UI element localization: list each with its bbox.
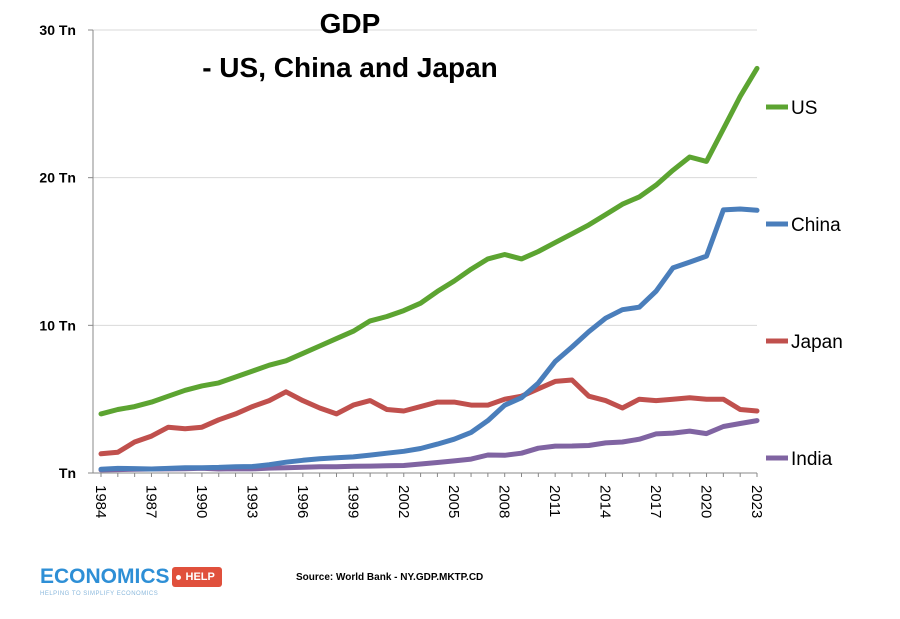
economics-help-logo[interactable]: ECONOMICS HELP HELPING TO SIMPLIFY ECONOM… [40,565,222,597]
logo-word: ECONOMICS [40,565,170,588]
x-tick-label: 2014 [597,485,614,518]
x-tick-label: 1999 [344,485,361,518]
series-line-japan [98,377,760,457]
y-tick-label: 30 Tn [39,22,76,38]
x-tick-label: 2008 [496,485,513,518]
chart-title: GDP - US, China and Japan [150,2,550,90]
x-tick-label: 2023 [748,485,765,518]
legend: US China Japan India [766,98,843,470]
series-line-china [98,206,760,472]
source-note: Source: World Bank - NY.GDP.MKTP.CD [296,572,484,583]
legend-label-us: US [791,98,817,119]
logo-tag: HELP [171,567,222,587]
x-tick-label: 2017 [647,485,664,518]
y-tick-label: 10 Tn [39,317,76,333]
chart-title-line2: - US, China and Japan [202,52,498,83]
y-gridlines [93,29,757,326]
x-tick-label: 1990 [193,485,210,518]
x-tick-label: 2011 [546,485,563,517]
chart-title-line1: GDP [319,8,381,39]
x-axis-ticks: 1984 1987 1990 1993 1996 1999 2002 2005 2008 2011… [92,473,765,518]
x-tick-label: 1996 [294,485,311,518]
y-axis-ticks: Tn 10 Tn 20 Tn 30 Tn [39,22,93,481]
legend-label-china: China [791,215,841,236]
series-line-us [98,65,760,417]
x-tick-label: 1993 [243,485,260,518]
x-tick-label: 2005 [445,485,462,518]
logo-tagline: HELPING TO SIMPLIFY ECONOMICS [40,591,159,597]
legend-label-india: India [791,449,833,470]
y-tick-label: 20 Tn [39,170,76,186]
x-tick-label: 2002 [395,485,412,518]
x-tick-label: 1987 [142,485,159,518]
series-lines [98,65,760,473]
x-tick-label: 1984 [92,485,109,518]
y-tick-label: Tn [59,465,76,481]
x-tick-label: 2020 [698,485,715,518]
legend-label-japan: Japan [791,332,843,353]
